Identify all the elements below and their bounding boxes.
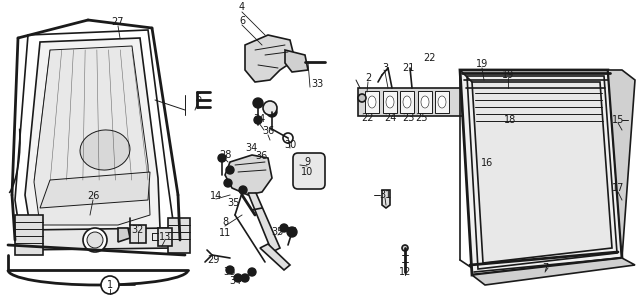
Polygon shape — [608, 70, 635, 258]
Text: 19: 19 — [476, 59, 488, 69]
Text: 14: 14 — [210, 191, 222, 201]
Bar — [130, 225, 146, 243]
Text: 5: 5 — [195, 93, 201, 103]
Polygon shape — [25, 38, 160, 238]
Circle shape — [83, 228, 107, 252]
Circle shape — [267, 107, 277, 117]
Polygon shape — [285, 50, 308, 72]
Text: 36: 36 — [255, 151, 267, 161]
Text: 36: 36 — [262, 126, 274, 136]
Polygon shape — [245, 35, 295, 82]
Circle shape — [87, 232, 103, 248]
Circle shape — [283, 133, 293, 143]
Circle shape — [254, 116, 262, 124]
Polygon shape — [40, 172, 150, 208]
Text: 18: 18 — [504, 115, 516, 125]
Circle shape — [287, 227, 297, 237]
Bar — [358, 88, 463, 116]
Bar — [158, 228, 172, 246]
Ellipse shape — [80, 130, 130, 170]
Circle shape — [226, 166, 234, 174]
Text: 10: 10 — [301, 167, 313, 177]
Text: 14: 14 — [286, 227, 298, 237]
Text: 22: 22 — [362, 113, 374, 123]
Circle shape — [253, 98, 263, 108]
Text: 35: 35 — [227, 198, 239, 208]
Text: 17: 17 — [612, 183, 624, 193]
Polygon shape — [248, 193, 280, 252]
Circle shape — [218, 154, 226, 162]
Text: 34: 34 — [253, 114, 265, 124]
Text: 34: 34 — [229, 276, 241, 286]
Circle shape — [248, 268, 256, 276]
Polygon shape — [18, 228, 175, 250]
Ellipse shape — [438, 96, 446, 108]
Text: 36: 36 — [223, 267, 235, 277]
Circle shape — [263, 101, 277, 115]
Polygon shape — [260, 244, 290, 270]
Circle shape — [241, 274, 249, 282]
Text: 31: 31 — [379, 190, 391, 200]
Circle shape — [402, 245, 408, 251]
Polygon shape — [34, 46, 150, 225]
Text: 6: 6 — [239, 16, 245, 26]
Text: 15: 15 — [612, 115, 624, 125]
Text: 23: 23 — [402, 113, 414, 123]
Text: 9: 9 — [304, 157, 310, 167]
Polygon shape — [382, 190, 390, 208]
Text: 7: 7 — [542, 263, 548, 273]
Bar — [365, 91, 379, 113]
Text: 4: 4 — [239, 2, 245, 12]
Text: 3: 3 — [382, 63, 388, 73]
Text: 1: 1 — [107, 280, 113, 290]
Circle shape — [224, 179, 232, 187]
Circle shape — [358, 94, 366, 102]
Text: 13: 13 — [159, 232, 171, 242]
Ellipse shape — [386, 96, 394, 108]
Circle shape — [280, 224, 288, 232]
Circle shape — [234, 274, 242, 282]
Polygon shape — [225, 155, 272, 195]
Circle shape — [226, 266, 234, 274]
Bar — [168, 218, 190, 253]
Bar — [383, 91, 397, 113]
Text: 19: 19 — [502, 70, 514, 80]
Ellipse shape — [368, 96, 376, 108]
Text: 33: 33 — [311, 79, 323, 89]
Text: 32: 32 — [132, 225, 144, 235]
Text: 30: 30 — [284, 140, 296, 150]
Polygon shape — [118, 228, 130, 242]
Text: 29: 29 — [207, 255, 219, 265]
Polygon shape — [472, 82, 612, 263]
Bar — [418, 91, 432, 113]
Text: 35: 35 — [272, 227, 284, 237]
Polygon shape — [472, 258, 635, 285]
Bar — [435, 91, 449, 113]
Text: 22: 22 — [424, 53, 436, 63]
Text: 24: 24 — [384, 113, 396, 123]
Text: 12: 12 — [399, 267, 411, 277]
Ellipse shape — [403, 96, 411, 108]
Text: 26: 26 — [87, 191, 99, 201]
Bar — [15, 215, 43, 255]
Circle shape — [239, 186, 247, 194]
Text: 27: 27 — [112, 17, 124, 27]
Circle shape — [101, 276, 119, 294]
Text: 21: 21 — [402, 63, 414, 73]
Text: 25: 25 — [416, 113, 428, 123]
Text: 8: 8 — [222, 217, 228, 227]
Text: 34: 34 — [245, 143, 257, 153]
Text: 16: 16 — [481, 158, 493, 168]
Bar — [400, 91, 414, 113]
Text: 11: 11 — [219, 228, 231, 238]
Text: 28: 28 — [219, 150, 231, 160]
Polygon shape — [460, 70, 622, 275]
FancyBboxPatch shape — [293, 153, 325, 189]
Text: 2: 2 — [365, 73, 371, 83]
Ellipse shape — [421, 96, 429, 108]
